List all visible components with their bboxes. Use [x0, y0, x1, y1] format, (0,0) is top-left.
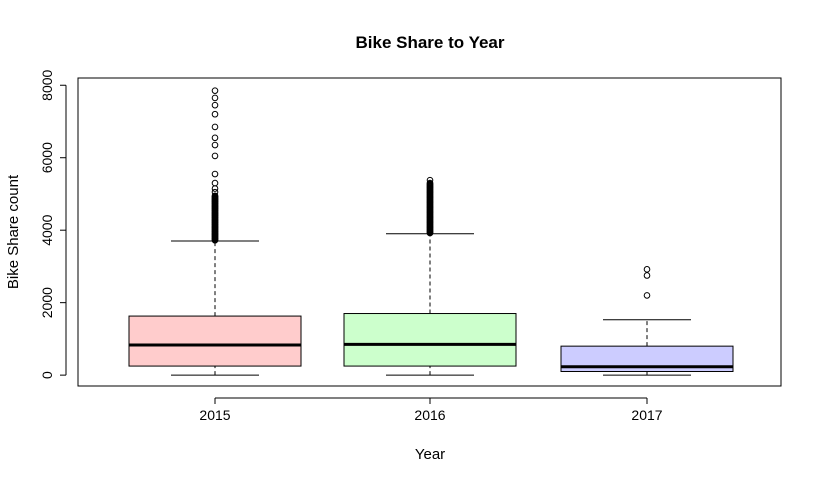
outlier-point: [426, 179, 434, 187]
y-tick-label: 8000: [39, 69, 55, 100]
x-tick-label: 2016: [414, 407, 445, 423]
outlier-point: [211, 152, 219, 160]
y-tick-label: 4000: [39, 214, 55, 245]
box-2017: [560, 266, 734, 376]
outlier-point: [211, 134, 219, 142]
iqr-box: [343, 313, 517, 367]
outlier-point: [211, 185, 219, 192]
x-axis-label: Year: [415, 446, 445, 463]
outlier-point: [426, 176, 434, 184]
outlier-point: [643, 266, 651, 273]
outlier-point: [211, 188, 219, 196]
outlier-point: [211, 141, 219, 149]
outlier-point: [211, 110, 219, 118]
x-tick-label: 2015: [199, 407, 230, 423]
outlier-point: [643, 272, 651, 279]
outlier-point: [211, 123, 219, 131]
y-axis-label: Bike Share count: [5, 174, 22, 289]
outlier-point: [211, 87, 219, 94]
x-axis: 2015 2016 2017: [199, 397, 663, 423]
box-2015: [128, 87, 302, 376]
outlier-point: [211, 101, 219, 109]
chart-title: Bike Share to Year: [356, 33, 505, 52]
outlier-point: [211, 179, 219, 187]
boxes-layer: [128, 87, 734, 376]
outlier-point: [211, 170, 219, 178]
box-2016: [343, 176, 517, 376]
y-axis: 0 2000 4000 6000 8000: [39, 69, 67, 379]
y-tick-label: 6000: [39, 142, 55, 173]
outlier-point: [211, 94, 219, 102]
iqr-box: [128, 315, 302, 367]
y-tick-label: 0: [39, 371, 55, 379]
y-tick-label: 2000: [39, 287, 55, 318]
outlier-point: [211, 192, 219, 200]
x-tick-label: 2017: [631, 407, 662, 423]
plot-frame: [77, 77, 782, 387]
outlier-point: [643, 292, 651, 299]
